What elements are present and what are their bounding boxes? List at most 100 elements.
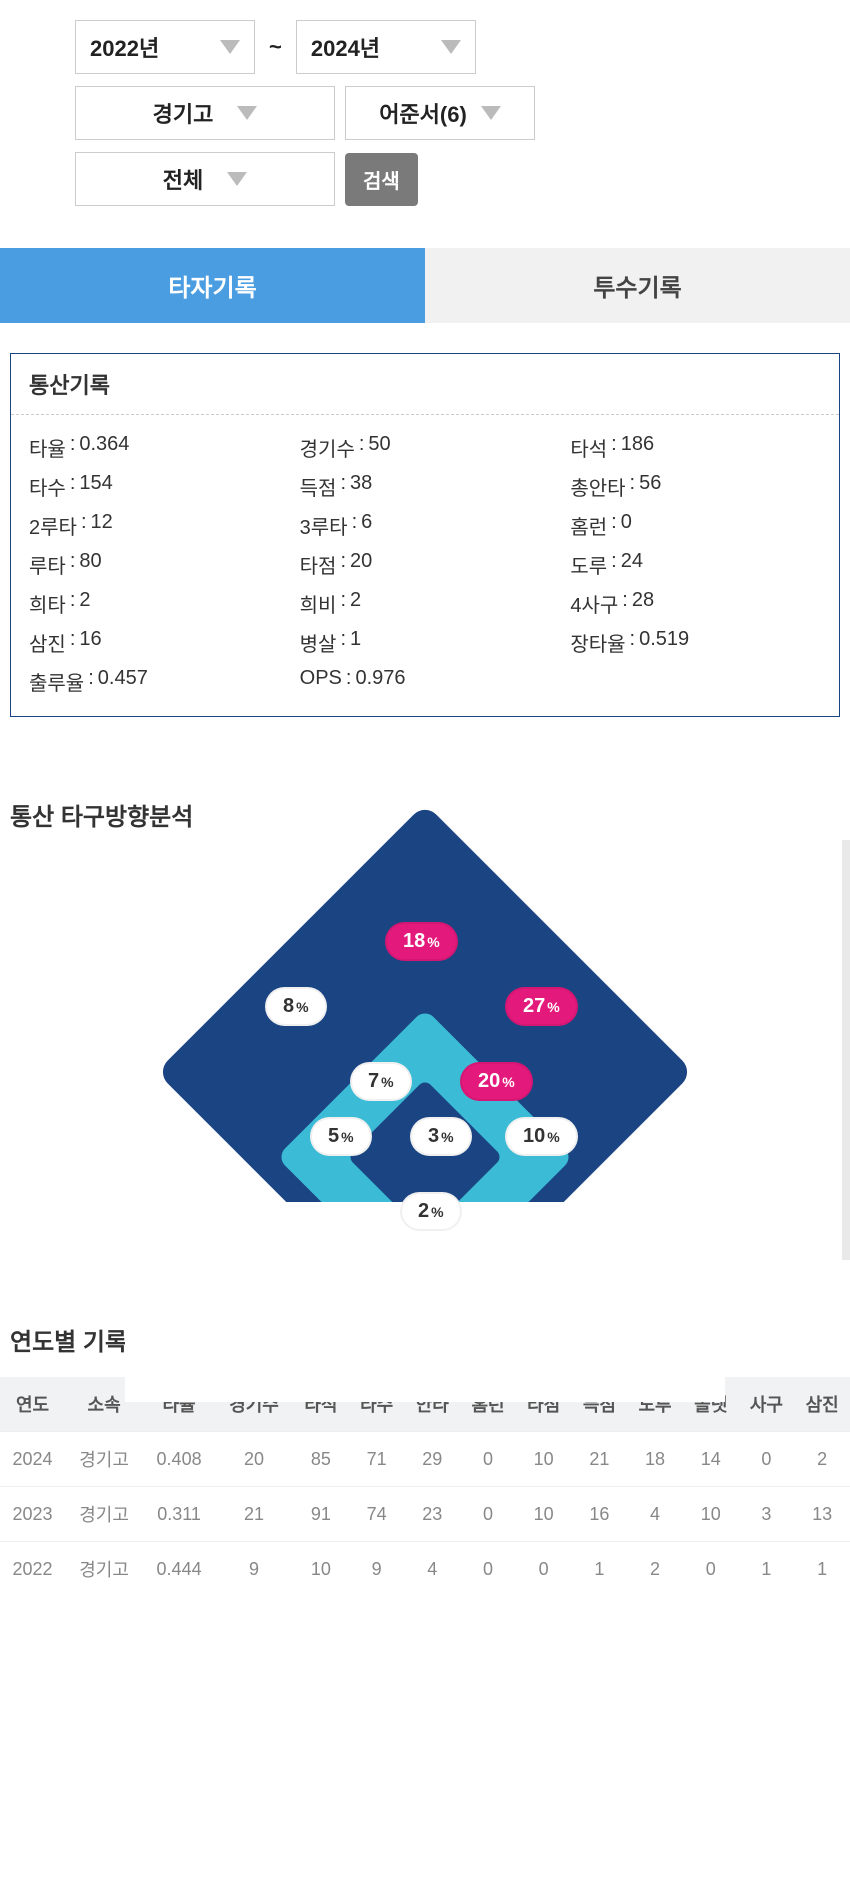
stat-label: 희타 [29, 589, 66, 618]
stat-label: 타석 [570, 433, 607, 462]
table-cell: 9 [215, 1542, 293, 1597]
table-cell: 경기고 [65, 1487, 143, 1542]
stat-item: 4사구 : 28 [570, 589, 821, 618]
chevron-down-icon [237, 106, 257, 120]
stat-label: 득점 [300, 472, 337, 501]
tab-batter[interactable]: 타자기록 [0, 248, 425, 323]
scope-select[interactable]: 전체 [75, 152, 335, 206]
stat-label: 출루율 [29, 667, 84, 696]
school-select[interactable]: 경기고 [75, 86, 335, 140]
table-cell: 91 [293, 1487, 349, 1542]
table-cell: 9 [349, 1542, 405, 1597]
spray-mask [125, 1202, 725, 1402]
chevron-down-icon [227, 172, 247, 186]
zone-value: 27 [523, 995, 545, 1018]
stat-item: 도루 : 24 [570, 550, 821, 579]
stat-value: 16 [79, 628, 101, 657]
spray-chart: 18%8%27%7%20%5%3%10%2% [155, 852, 695, 1282]
stat-item: 타율 : 0.364 [29, 433, 280, 462]
table-cell: 2023 [0, 1487, 65, 1542]
tab-pitcher[interactable]: 투수기록 [425, 248, 850, 323]
career-title: 통산기록 [11, 354, 839, 415]
year-from-select[interactable]: 2022년 [75, 20, 255, 74]
table-cell: 0 [460, 1487, 516, 1542]
table-cell: 10 [516, 1432, 572, 1487]
table-row: 2023경기고0.3112191742301016410313 [0, 1487, 850, 1542]
stat-value: 0.519 [639, 628, 689, 657]
chevron-down-icon [441, 40, 461, 54]
player-select[interactable]: 어준서(6) [345, 86, 535, 140]
year-to-select[interactable]: 2024년 [296, 20, 476, 74]
stat-label: 3루타 [300, 511, 348, 540]
stat-item: 타점 : 20 [300, 550, 551, 579]
stat-item: 타수 : 154 [29, 472, 280, 501]
col-header: 삼진 [794, 1377, 850, 1432]
spray-zone-1b: 10% [505, 1117, 578, 1156]
table-cell: 2 [627, 1542, 683, 1597]
career-box: 통산기록 타율 : 0.364 경기수 : 50 타석 : 186 타수 : 154 득… [10, 353, 840, 717]
percent-symbol: % [427, 934, 439, 950]
table-cell: 경기고 [65, 1542, 143, 1597]
percent-symbol: % [296, 999, 308, 1015]
stat-label: 경기수 [300, 433, 355, 462]
stat-label: OPS [300, 667, 342, 696]
table-cell: 21 [572, 1432, 628, 1487]
table-cell: 74 [349, 1487, 405, 1542]
stat-item: 득점 : 38 [300, 472, 551, 501]
table-cell: 0 [516, 1542, 572, 1597]
stat-value: 20 [350, 550, 372, 579]
scrollbar[interactable] [842, 840, 850, 1260]
stat-value: 80 [79, 550, 101, 579]
yearly-table: 연도소속타율경기수타석타수안타홈런타점득점도루볼넷사구삼진 2024경기고0.4… [0, 1377, 850, 1596]
year-to-value: 2024년 [311, 31, 380, 63]
table-cell: 10 [516, 1487, 572, 1542]
stat-label: 홈런 [570, 511, 607, 540]
table-cell: 21 [215, 1487, 293, 1542]
zone-value: 10 [523, 1125, 545, 1148]
stat-value: 0 [621, 511, 632, 540]
stat-value: 2 [79, 589, 90, 618]
table-cell: 경기고 [65, 1432, 143, 1487]
stat-label: 타점 [300, 550, 337, 579]
spray-zone-3b: 5% [310, 1117, 372, 1156]
stat-item: 루타 : 80 [29, 550, 280, 579]
table-row: 2024경기고0.4082085712901021181402 [0, 1432, 850, 1487]
stat-item: 타석 : 186 [570, 433, 821, 462]
range-tilde: ~ [265, 34, 286, 60]
table-cell: 4 [404, 1542, 460, 1597]
school-value: 경기고 [153, 97, 214, 129]
col-header: 연도 [0, 1377, 65, 1432]
year-from-value: 2022년 [90, 31, 159, 63]
zone-value: 5 [328, 1125, 339, 1148]
stat-item: 2루타 : 12 [29, 511, 280, 540]
spray-zone-ss: 7% [350, 1062, 412, 1101]
stat-label: 장타율 [570, 628, 625, 657]
table-row: 2022경기고0.444910940012011 [0, 1542, 850, 1597]
stat-value: 24 [621, 550, 643, 579]
stat-value: 0.457 [98, 667, 148, 696]
stat-label: 루타 [29, 550, 66, 579]
zone-value: 18 [403, 930, 425, 953]
search-button[interactable]: 검색 [345, 153, 418, 206]
table-cell: 4 [627, 1487, 683, 1542]
spray-zone-2b: 20% [460, 1062, 533, 1101]
table-cell: 0.311 [143, 1487, 215, 1542]
percent-symbol: % [431, 1204, 443, 1220]
stat-label: 희비 [300, 589, 337, 618]
scope-value: 전체 [163, 163, 203, 195]
table-cell: 0 [460, 1542, 516, 1597]
stat-label: 병살 [300, 628, 337, 657]
table-cell: 18 [627, 1432, 683, 1487]
stat-item: 경기수 : 50 [300, 433, 551, 462]
spray-zone-p: 3% [410, 1117, 472, 1156]
stat-item: OPS : 0.976 [300, 667, 551, 696]
stat-item: 삼진 : 16 [29, 628, 280, 657]
stat-value: 50 [368, 433, 390, 462]
spray-zone-cf: 18% [385, 922, 458, 961]
percent-symbol: % [341, 1129, 353, 1145]
stat-value: 0.976 [355, 667, 405, 696]
stat-item: 병살 : 1 [300, 628, 551, 657]
table-cell: 3 [739, 1487, 795, 1542]
career-grid: 타율 : 0.364 경기수 : 50 타석 : 186 타수 : 154 득점 : 3… [11, 415, 839, 716]
table-cell: 0 [460, 1432, 516, 1487]
